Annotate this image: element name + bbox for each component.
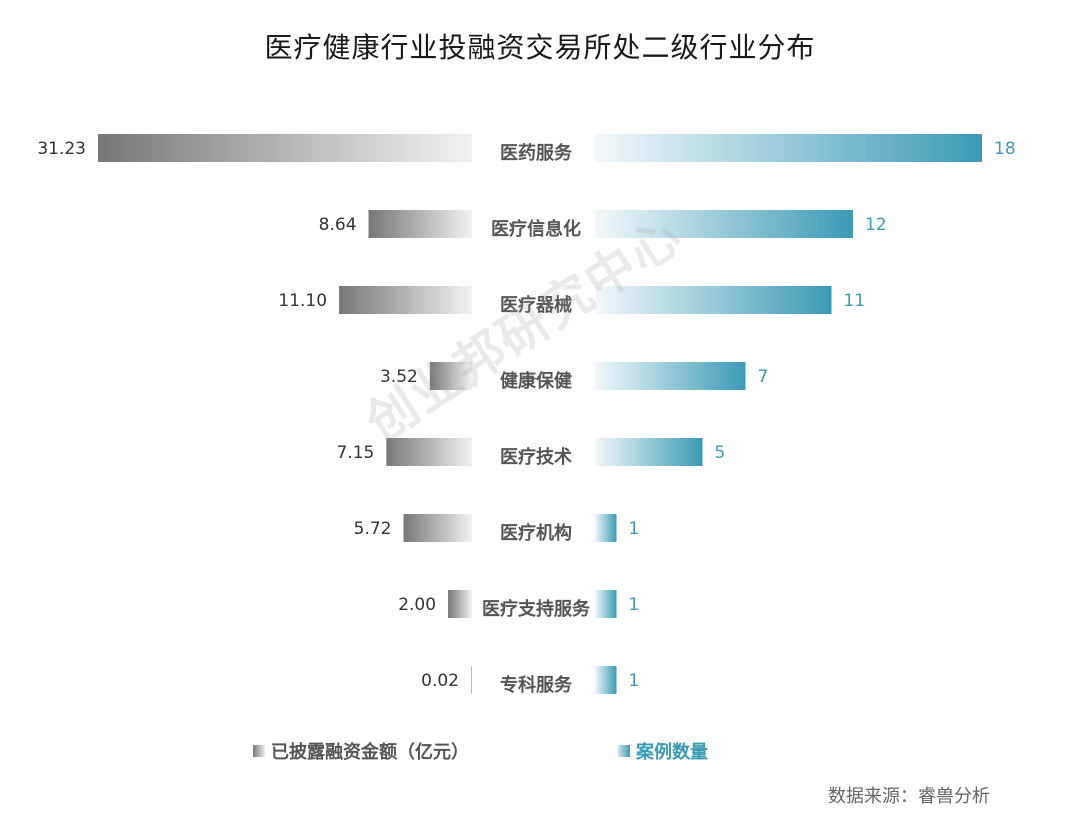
legend-count-label: 案例数量: [636, 742, 708, 763]
amount-label: 31.23: [37, 139, 86, 159]
amount-label: 0.02: [421, 671, 459, 691]
amount-label: 2.00: [398, 595, 436, 615]
category-label: 医疗信息化: [491, 218, 581, 240]
count-label: 11: [844, 291, 866, 311]
count-bar: [595, 438, 703, 466]
count-label: 12: [865, 215, 887, 235]
amount-bar: [429, 362, 472, 390]
count-bar: [595, 590, 617, 618]
count-label: 18: [994, 139, 1016, 159]
category-label: 医疗器械: [500, 294, 572, 316]
count-bar: [595, 514, 617, 542]
category-label: 医药服务: [500, 142, 573, 164]
legend-amount-swatch: [253, 745, 265, 757]
count-bar: [595, 666, 617, 694]
amount-label: 11.10: [278, 291, 327, 311]
category-label: 医疗技术: [500, 446, 572, 468]
count-bar: [595, 286, 832, 314]
count-label: 1: [629, 595, 640, 615]
count-label: 7: [758, 367, 769, 387]
legend-count: 案例数量: [618, 738, 708, 764]
legend-count-swatch: [618, 745, 630, 757]
chart-title: 医疗健康行业投融资交易所处二级行业分布: [264, 31, 816, 64]
category-label: 医疗支持服务: [482, 598, 591, 620]
amount-bar: [98, 134, 472, 162]
amount-bar: [403, 514, 472, 542]
amount-label: 5.72: [354, 519, 392, 539]
count-label: 1: [629, 519, 640, 539]
count-label: 5: [715, 443, 726, 463]
legend-amount-label: 已披露融资金额（亿元）: [271, 742, 469, 763]
amount-bar: [339, 286, 472, 314]
amount-bar: [471, 666, 472, 694]
count-bar: [595, 210, 853, 238]
category-label: 健康保健: [500, 370, 572, 392]
amount-bar: [386, 438, 472, 466]
data-source: 数据来源：睿兽分析: [828, 786, 990, 807]
amount-label: 3.52: [380, 367, 418, 387]
amount-bar: [368, 210, 472, 238]
category-label: 医疗机构: [500, 522, 572, 544]
amount-bar: [448, 590, 472, 618]
amount-label: 8.64: [319, 215, 357, 235]
count-bar: [595, 362, 746, 390]
count-bar: [595, 134, 982, 162]
amount-label: 7.15: [337, 443, 375, 463]
legend-amount: 已披露融资金额（亿元）: [253, 738, 469, 764]
count-label: 1: [629, 671, 640, 691]
category-label: 专科服务: [500, 674, 573, 696]
